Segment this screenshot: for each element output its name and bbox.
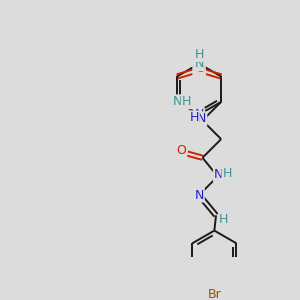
Text: N: N (172, 95, 182, 108)
Text: N: N (194, 188, 204, 202)
Text: O: O (195, 62, 205, 75)
Text: O: O (193, 62, 203, 75)
Text: H: H (189, 112, 199, 124)
Text: H: H (219, 213, 228, 226)
Text: N: N (197, 112, 206, 125)
Text: H: H (182, 95, 191, 108)
Text: H: H (222, 167, 232, 179)
Text: N: N (194, 108, 204, 121)
Text: N: N (214, 168, 223, 181)
Text: Br: Br (208, 288, 221, 300)
Text: O: O (176, 145, 186, 158)
Text: N: N (194, 57, 204, 70)
Text: H: H (194, 48, 204, 61)
